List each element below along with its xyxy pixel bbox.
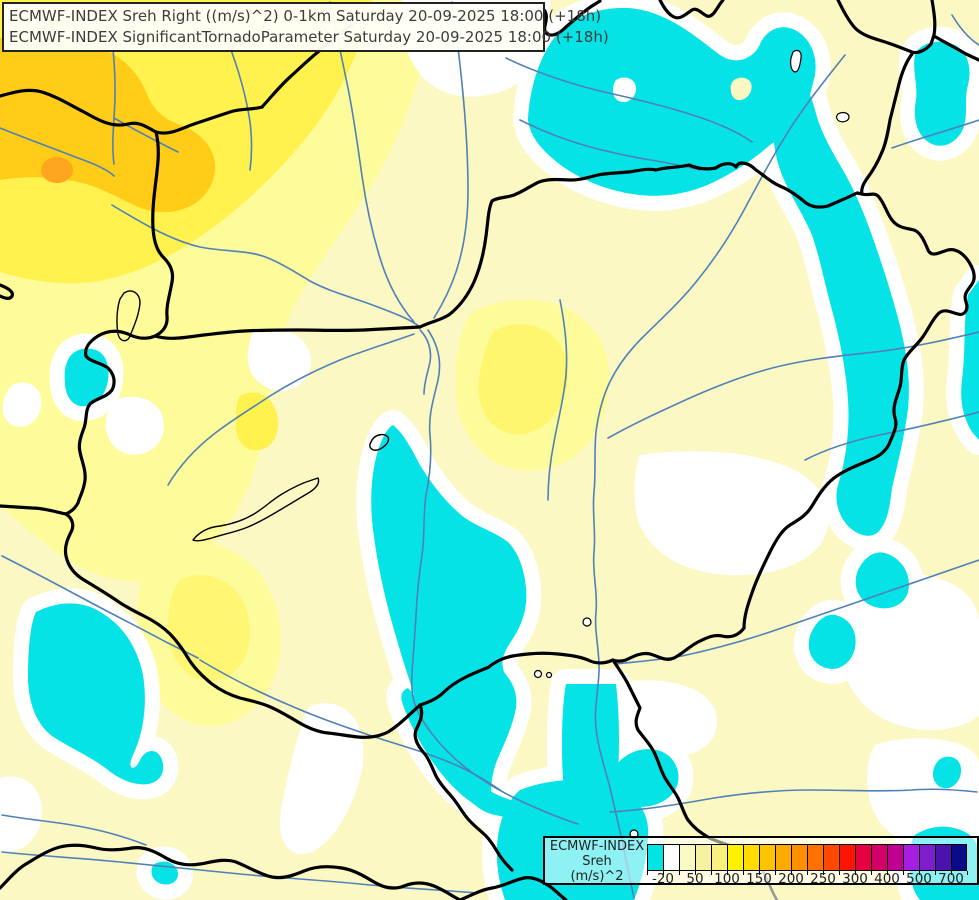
legend-tick-label: 700 — [938, 871, 964, 887]
legend-tickmark — [711, 871, 712, 875]
legend-swatch-11 — [823, 844, 839, 871]
lake-balaton-outline — [192, 477, 320, 542]
small-lake-outline — [836, 111, 850, 123]
legend-tick-label: 150 — [746, 871, 772, 887]
legend-swatch-16 — [903, 844, 919, 871]
legend-tickmark — [951, 871, 952, 875]
legend-swatch-2 — [679, 844, 695, 871]
legend-tickmark — [775, 871, 776, 875]
legend-tickmark — [855, 871, 856, 875]
legend-swatch-18 — [935, 844, 951, 871]
legend-swatch-15 — [887, 844, 903, 871]
legend-tick-label: -20 — [651, 871, 675, 887]
legend-swatch-17 — [919, 844, 935, 871]
legend-swatch-7 — [759, 844, 775, 871]
legend-swatch-6 — [743, 844, 759, 871]
legend-swatch-10 — [807, 844, 823, 871]
lake-ferto-outline — [116, 290, 141, 342]
legend-tickmark — [647, 871, 648, 875]
map-title-line1: ECMWF-INDEX Sreh Right ((m/s)^2) 0-1km S… — [9, 7, 602, 25]
legend-swatch-4 — [711, 844, 727, 871]
legend-colorbar — [647, 844, 967, 871]
legend-tick-label: 400 — [874, 871, 900, 887]
legend-tickmark — [679, 871, 680, 875]
legend-swatch-13 — [855, 844, 871, 871]
legend-tickmark — [871, 871, 872, 875]
small-lake-outline — [582, 617, 592, 627]
legend-tickmark — [695, 871, 696, 875]
legend-units: (m/s)^2 — [570, 868, 624, 884]
color-legend: ECMWF-INDEX Sreh (m/s)^2 -20 50 100 150 200 2… — [543, 836, 979, 887]
legend-swatch-9 — [791, 844, 807, 871]
legend-swatch-19 — [951, 844, 967, 871]
legend-tickmark — [919, 871, 920, 875]
small-lake-outline — [545, 671, 553, 679]
legend-tickmark — [743, 871, 744, 875]
legend-tickmark — [807, 871, 808, 875]
legend-title: ECMWF-INDEX — [549, 839, 645, 854]
legend-tickmark — [727, 871, 728, 875]
legend-swatch-14 — [871, 844, 887, 871]
legend-tickmark — [823, 871, 824, 875]
legend-label: ECMWF-INDEX Sreh (m/s)^2 — [549, 839, 645, 885]
legend-tick-label: 100 — [714, 871, 740, 887]
legend-swatch-5 — [727, 844, 743, 871]
legend-tick-label: 500 — [906, 871, 932, 887]
legend-tick-label: 50 — [686, 871, 704, 887]
legend-swatch-1 — [663, 844, 679, 871]
legend-swatch-3 — [695, 844, 711, 871]
small-lake-outline — [533, 669, 543, 679]
map-title-box: ECMWF-INDEX Sreh Right ((m/s)^2) 0-1km S… — [2, 2, 609, 53]
legend-tickmark — [903, 871, 904, 875]
legend-tick-label: 200 — [778, 871, 804, 887]
legend-tickmark — [967, 871, 968, 875]
legend-swatch-0 — [647, 844, 663, 871]
legend-swatch-8 — [775, 844, 791, 871]
lakes — [116, 49, 850, 839]
map-title-line2: ECMWF-INDEX SignificantTornadoParameter … — [9, 27, 609, 46]
legend-tickmark — [759, 871, 760, 875]
legend-tick-label: 250 — [810, 871, 836, 887]
lake-velence-outline — [369, 433, 390, 451]
small-lake-outline — [790, 49, 802, 73]
legend-tickmark — [839, 871, 840, 875]
legend-tickmark — [887, 871, 888, 875]
legend-tick-label: 300 — [842, 871, 868, 887]
legend-swatch-12 — [839, 844, 855, 871]
legend-tickmark — [791, 871, 792, 875]
legend-parameter: Sreh — [582, 853, 612, 869]
legend-tickmark — [663, 871, 664, 875]
legend-tickmark — [935, 871, 936, 875]
